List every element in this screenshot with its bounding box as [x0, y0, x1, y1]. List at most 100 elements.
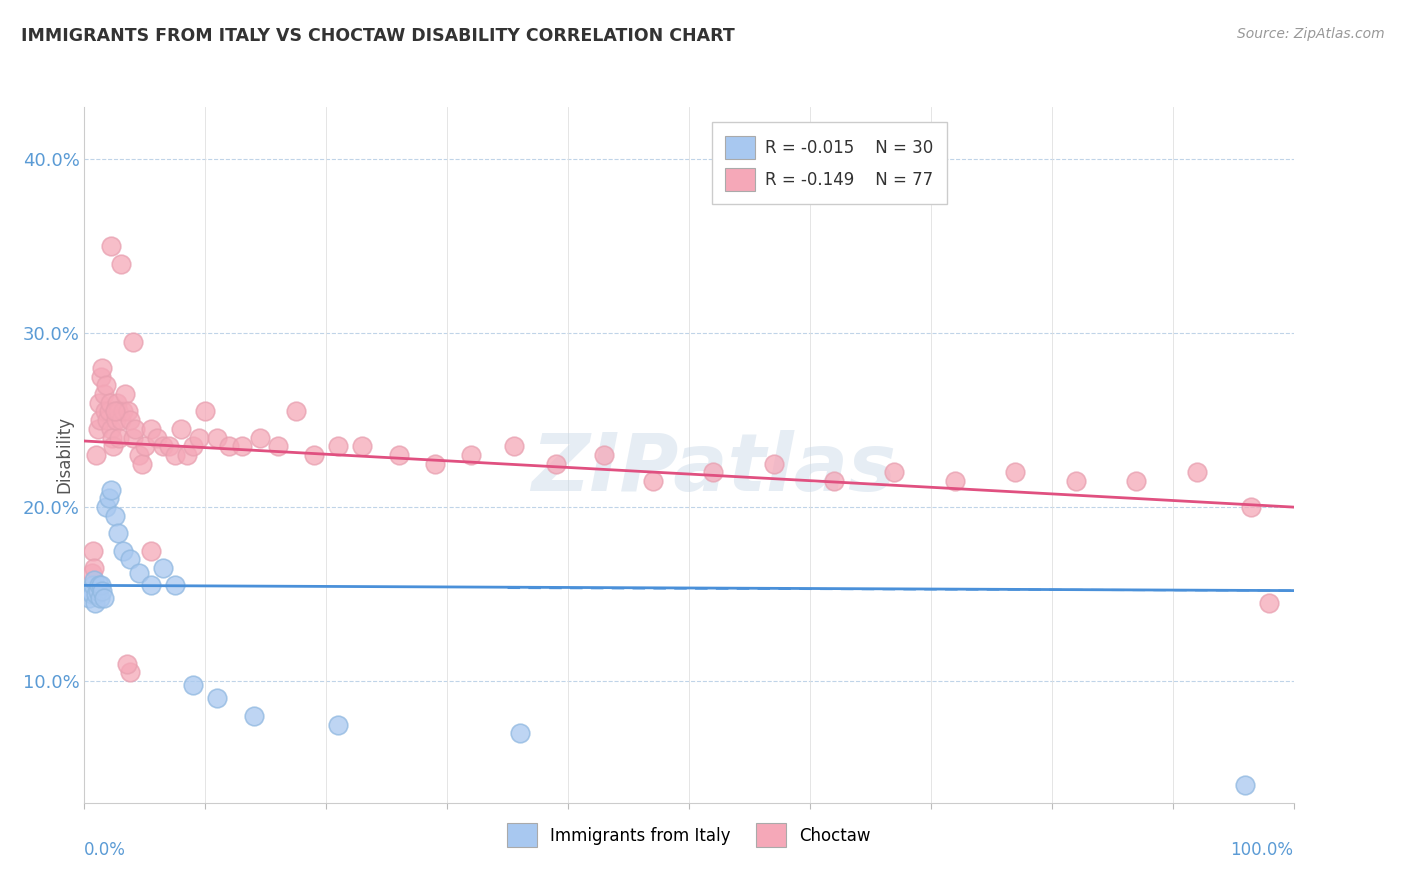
Point [86, 448, 108, 462]
Point [93, 387, 115, 401]
Point [302, 448, 325, 462]
Point [105, 395, 128, 409]
Point [104, 508, 127, 523]
Point [139, 543, 162, 558]
Point [86, 422, 108, 436]
Point [423, 457, 446, 471]
Point [1185, 466, 1208, 480]
Point [96, 413, 118, 427]
Point [181, 677, 204, 691]
Legend: Immigrants from Italy, Choctaw: Immigrants from Italy, Choctaw [501, 817, 877, 854]
Point [112, 404, 135, 418]
Point [121, 430, 143, 444]
Text: ZIPatlas: ZIPatlas [530, 430, 896, 508]
Point [242, 708, 264, 723]
Point [93, 591, 115, 605]
Point [267, 439, 290, 453]
Point [218, 439, 240, 453]
Point [176, 448, 198, 462]
Point [91, 360, 114, 375]
Point [1004, 466, 1026, 480]
Point [77, 591, 100, 605]
Point [1258, 596, 1281, 610]
Point [94, 500, 117, 514]
Point [131, 457, 153, 471]
Point [544, 457, 567, 471]
Point [181, 439, 204, 453]
Point [124, 422, 146, 436]
Point [84, 596, 107, 610]
Point [231, 439, 253, 453]
Point [152, 439, 174, 453]
Point [108, 430, 131, 444]
Point [94, 404, 117, 418]
Point [86, 587, 108, 601]
Point [121, 334, 143, 349]
Point [114, 387, 136, 401]
Point [87, 578, 110, 592]
Point [110, 256, 132, 270]
Point [104, 404, 127, 418]
Point [165, 448, 187, 462]
Point [110, 413, 132, 427]
Text: 100.0%: 100.0% [1230, 841, 1294, 859]
Point [120, 665, 142, 680]
Y-axis label: Disability: Disability [55, 417, 73, 493]
Point [82, 578, 104, 592]
Point [883, 466, 905, 480]
Point [1240, 500, 1263, 514]
Point [112, 543, 135, 558]
Point [1234, 778, 1257, 792]
Point [194, 404, 217, 418]
Point [128, 448, 150, 462]
Point [460, 448, 482, 462]
Point [146, 430, 169, 444]
Point [207, 430, 229, 444]
Text: 0.0%: 0.0% [84, 841, 127, 859]
Point [86, 583, 108, 598]
Point [101, 430, 124, 444]
Point [83, 573, 105, 587]
Point [87, 395, 110, 409]
Point [641, 474, 664, 488]
Point [98, 395, 121, 409]
Point [1064, 474, 1087, 488]
Point [388, 448, 411, 462]
Point [89, 591, 111, 605]
Point [943, 474, 966, 488]
Point [762, 457, 785, 471]
Point [91, 583, 114, 598]
Point [139, 422, 162, 436]
Point [165, 578, 187, 592]
Point [502, 439, 524, 453]
Point [103, 439, 125, 453]
Point [170, 422, 193, 436]
Point [593, 448, 616, 462]
Point [100, 239, 122, 253]
Point [90, 578, 112, 592]
Point [100, 422, 122, 436]
Point [702, 466, 724, 480]
Text: Source: ZipAtlas.com: Source: ZipAtlas.com [1237, 27, 1385, 41]
Point [97, 404, 120, 418]
Point [107, 526, 129, 541]
Text: IMMIGRANTS FROM ITALY VS CHOCTAW DISABILITY CORRELATION CHART: IMMIGRANTS FROM ITALY VS CHOCTAW DISABIL… [21, 27, 735, 45]
Point [89, 413, 111, 427]
Point [823, 474, 845, 488]
Point [115, 657, 138, 671]
Point [100, 483, 122, 497]
Point [107, 404, 129, 418]
Point [352, 439, 374, 453]
Point [1125, 474, 1147, 488]
Point [152, 561, 174, 575]
Point [139, 578, 162, 592]
Point [104, 413, 127, 427]
Point [97, 491, 120, 506]
Point [120, 552, 142, 566]
Point [128, 566, 150, 581]
Point [80, 566, 103, 581]
Point [117, 404, 139, 418]
Point [249, 430, 271, 444]
Point [157, 439, 180, 453]
Point [207, 691, 229, 706]
